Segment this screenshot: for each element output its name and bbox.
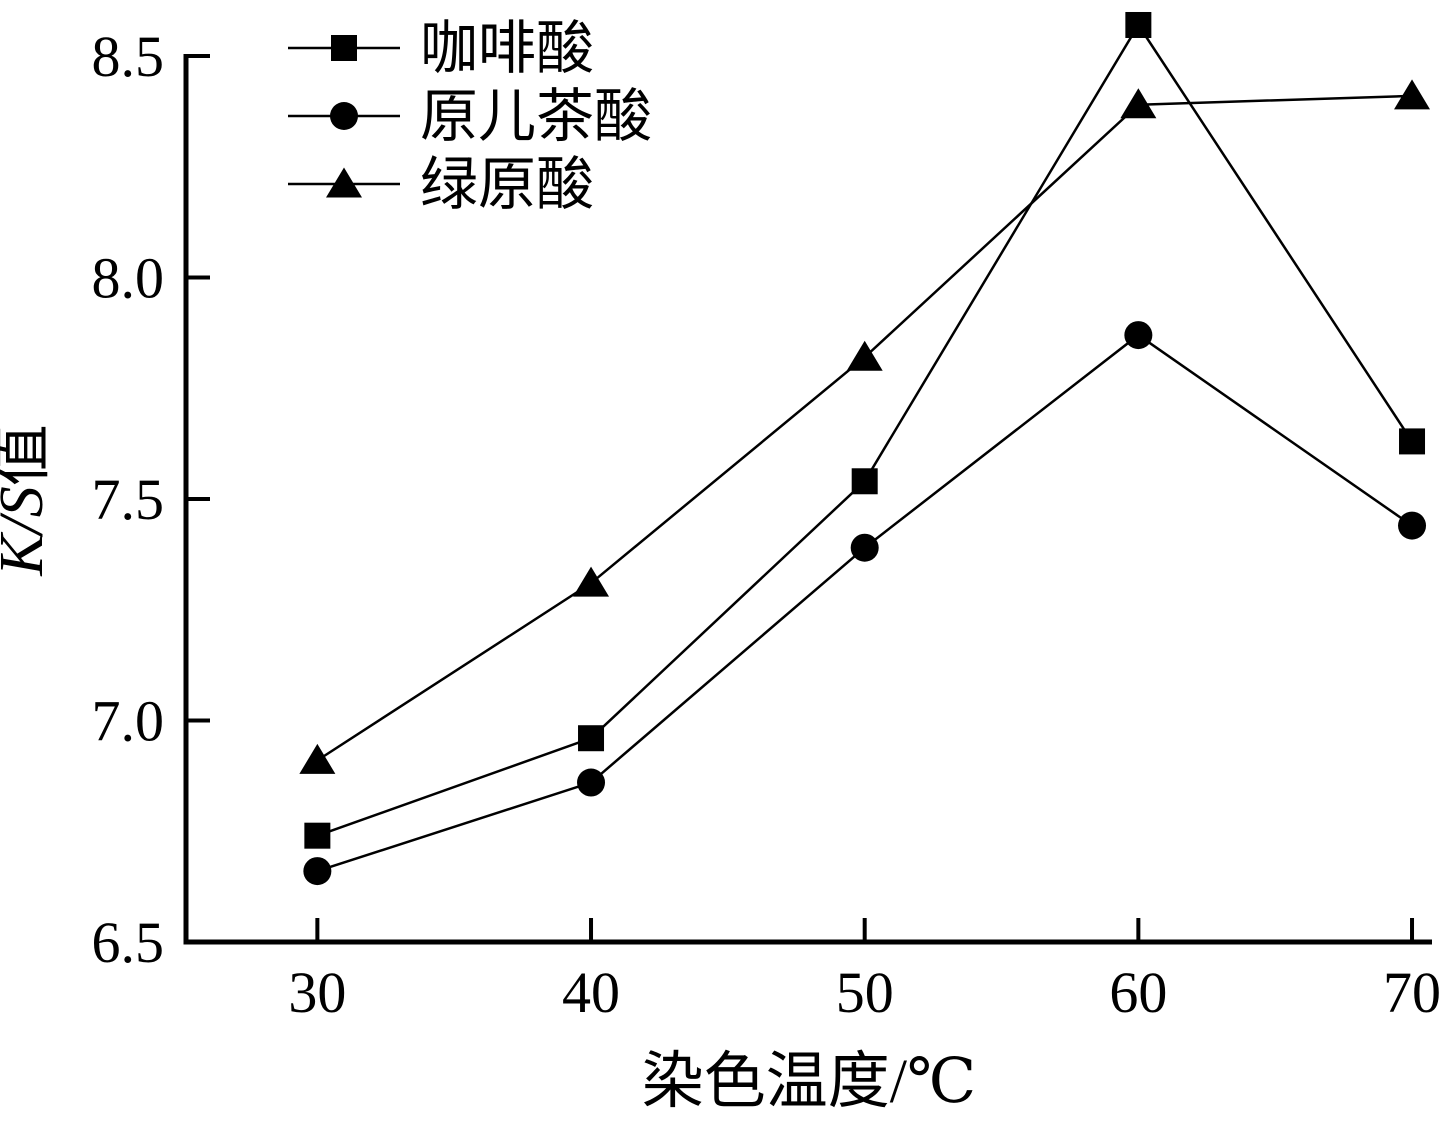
- legend-label: 原儿茶酸: [420, 84, 652, 149]
- series-marker-triangle: [573, 566, 610, 597]
- series-marker-circle: [577, 768, 606, 797]
- legend-marker-square: [331, 35, 357, 61]
- x-tick-label: 60: [1109, 960, 1167, 1025]
- legend-label: 咖啡酸: [420, 16, 594, 81]
- legend-item: 绿原酸: [288, 152, 594, 217]
- y-axis-title: K/S值: [0, 424, 56, 577]
- legend-label: 绿原酸: [420, 152, 594, 217]
- y-axis-title-part: K/S: [0, 486, 56, 577]
- y-tick-label: 6.5: [92, 910, 165, 975]
- legend-marker-circle: [330, 102, 358, 130]
- y-tick-label: 7.0: [92, 689, 165, 754]
- x-tick-label: 40: [562, 960, 620, 1025]
- x-tick-label: 70: [1383, 960, 1441, 1025]
- x-tick-label: 50: [836, 960, 894, 1025]
- series-marker-circle: [1398, 511, 1427, 540]
- legend-marker-triangle: [326, 167, 362, 198]
- y-tick-label: 7.5: [92, 467, 165, 532]
- y-tick-label: 8.0: [92, 246, 165, 311]
- series-marker-circle: [1124, 321, 1153, 350]
- y-tick-label: 8.5: [92, 24, 165, 89]
- series-marker-circle: [303, 857, 332, 886]
- legend-item: 咖啡酸: [288, 16, 594, 81]
- series-marker-triangle: [1394, 79, 1431, 110]
- series-marker-triangle: [299, 743, 336, 774]
- series-group: [299, 11, 1431, 886]
- x-tick-label: 30: [288, 960, 346, 1025]
- series-marker-circle: [850, 533, 879, 562]
- series-marker-square: [578, 725, 605, 752]
- series-marker-triangle: [846, 340, 883, 371]
- series-line-circle: [316, 333, 1413, 873]
- series-marker-square: [1399, 428, 1426, 455]
- series-marker-square: [851, 468, 878, 495]
- series-marker-triangle: [1120, 88, 1157, 119]
- series-marker-square: [304, 822, 331, 849]
- x-axis-title: 染色温度/℃: [642, 1048, 977, 1116]
- axes: 6.5 7.0 7.5 8.0 8.5 30 40 50 60 70 染色温度/℃ K/S值: [0, 24, 1441, 1116]
- legend-item: 原儿茶酸: [288, 84, 652, 149]
- y-axis-title-part: 值: [0, 424, 56, 486]
- series-marker-square: [1125, 11, 1152, 38]
